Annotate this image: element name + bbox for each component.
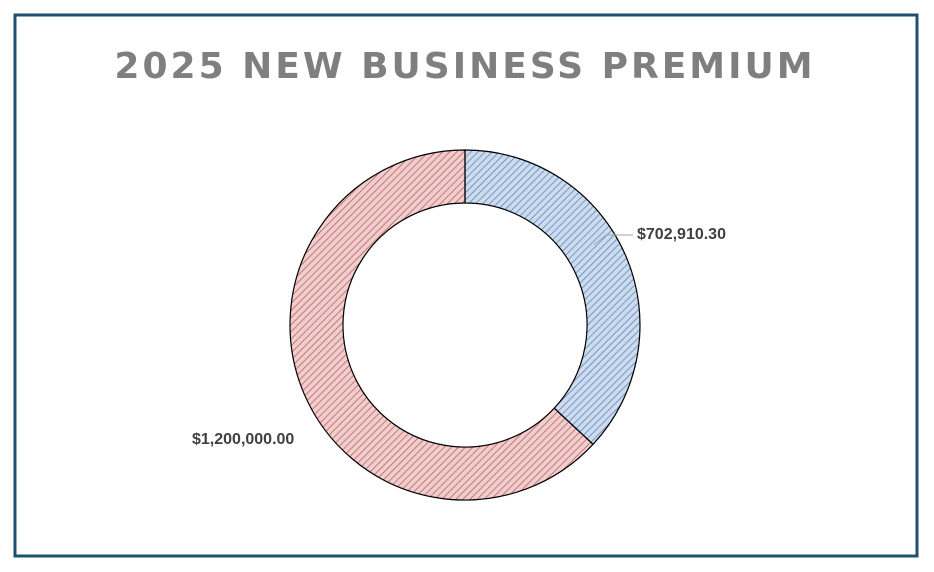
data-label: $1,200,000.00 [192,431,294,448]
donut-slice [464,149,641,446]
data-label: $702,910.30 [637,226,726,243]
leader-line [593,234,633,246]
donut-slice [289,149,594,501]
chart-title: 2025 NEW BUSINESS PREMIUM [114,46,815,87]
